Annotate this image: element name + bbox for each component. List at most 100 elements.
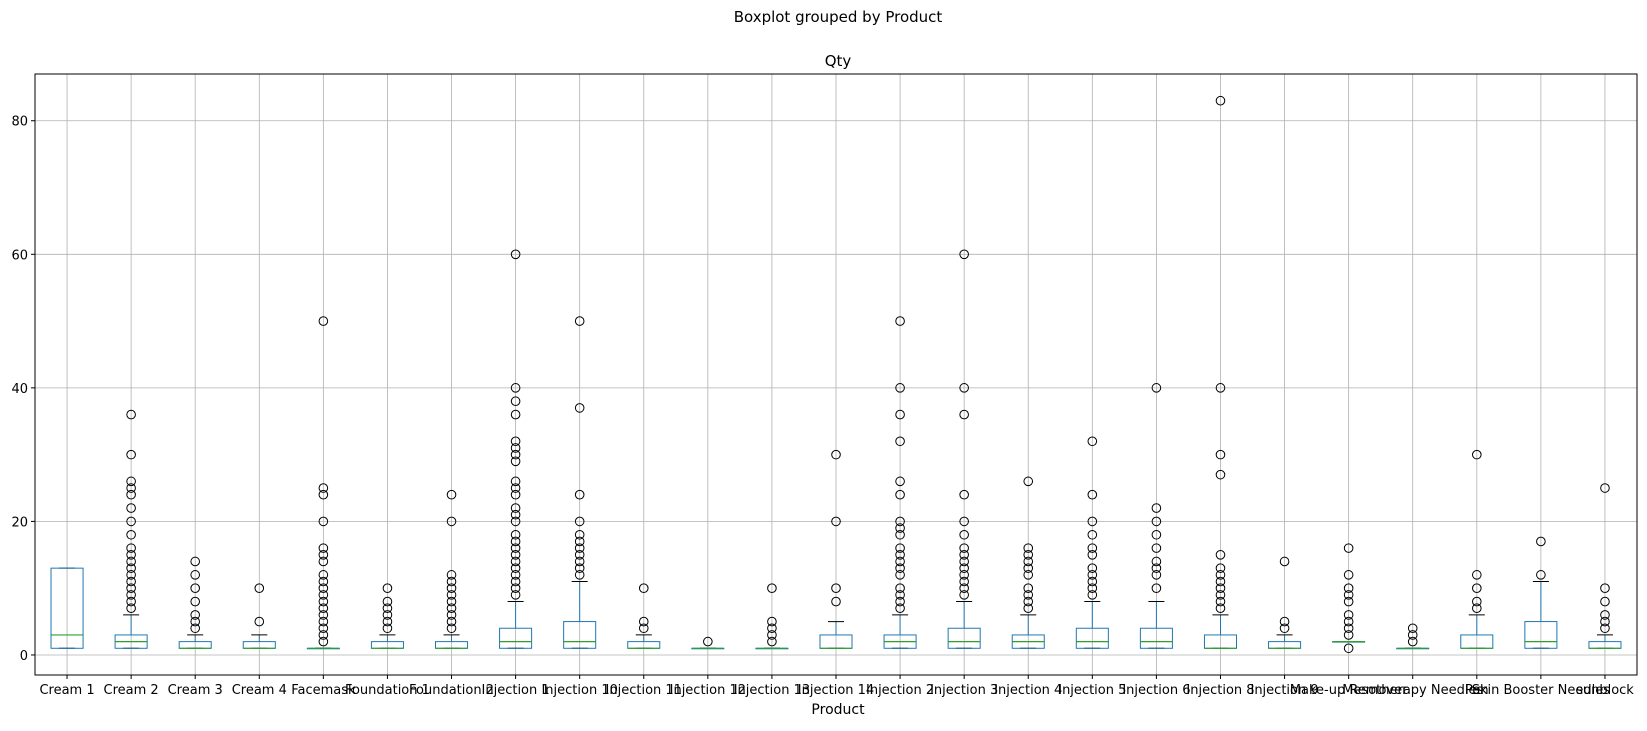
outlier-point: [1087, 576, 1098, 587]
box-group: [114, 614, 148, 649]
outlier-point: [446, 576, 457, 587]
outlier-point: [254, 583, 265, 593]
outlier-point: [767, 583, 777, 593]
outlier-point: [1215, 95, 1226, 106]
outlier-point: [1151, 556, 1162, 567]
box-group: [1139, 601, 1173, 649]
x-tick-label: Injection 6: [1122, 683, 1190, 698]
outlier-point: [1151, 563, 1162, 573]
outlier-point: [382, 583, 393, 593]
outlier-point: [318, 483, 329, 493]
outlier-point: [574, 550, 585, 560]
outlier-point: [318, 596, 329, 607]
x-tick-label: Injection 10: [541, 683, 617, 698]
box-group: [50, 567, 84, 649]
outlier-point: [1215, 469, 1226, 480]
outlier-point: [959, 489, 969, 500]
grid-lines: [35, 74, 1637, 675]
outlier-point: [1600, 616, 1610, 627]
box-group: [819, 621, 853, 649]
box-group: [1203, 614, 1237, 649]
outlier-point: [574, 489, 585, 500]
outlier-point: [510, 529, 521, 540]
outlier-point: [1023, 570, 1034, 580]
outlier-point: [831, 596, 841, 607]
outlier-point: [1536, 570, 1546, 580]
outlier-point: [446, 603, 457, 614]
outlier-point: [1600, 583, 1610, 593]
outlier-point: [510, 483, 521, 493]
outlier-point: [1215, 583, 1226, 593]
outlier-point: [895, 523, 905, 533]
outlier-point: [1215, 590, 1226, 600]
outlier-point: [126, 583, 136, 593]
outlier-point: [446, 610, 457, 620]
outlier-point: [510, 456, 521, 467]
box-iqr: [1075, 627, 1109, 649]
outlier-point: [574, 570, 585, 580]
outlier-point: [959, 409, 969, 420]
outlier-point: [1343, 643, 1354, 654]
outlier-point: [574, 403, 585, 413]
box-group: [883, 614, 917, 649]
outlier-point: [318, 576, 329, 587]
outlier-point: [318, 543, 329, 553]
outlier-point: [510, 536, 521, 547]
outlier-point: [1087, 570, 1098, 580]
outlier-point: [318, 516, 329, 527]
x-tick-label: Cream 2: [104, 683, 159, 698]
box-group: [563, 581, 597, 649]
outlier-point: [895, 550, 905, 560]
x-tick-label: sunblock: [1576, 683, 1634, 698]
outlier-point: [510, 563, 521, 573]
outlier-point: [1600, 483, 1610, 493]
outlier-point: [831, 449, 841, 460]
outlier-point: [1407, 630, 1418, 640]
outlier-point: [382, 616, 393, 627]
x-tick-label: Injection 1: [482, 683, 550, 698]
outlier-point: [1023, 590, 1034, 600]
outlier-point: [831, 583, 841, 593]
outlier-point: [126, 590, 136, 600]
outlier-point: [1343, 623, 1354, 634]
outlier-point: [574, 556, 585, 567]
outlier-point: [959, 563, 969, 573]
box-group: [242, 634, 276, 649]
outlier-point: [510, 516, 521, 527]
outlier-point: [1151, 570, 1162, 580]
outlier-point: [318, 583, 329, 593]
outlier-point: [895, 590, 905, 600]
box-group: [755, 647, 789, 650]
outlier-point: [767, 636, 777, 647]
outlier-point: [318, 623, 329, 634]
x-tick-label: Pen: [1465, 683, 1489, 698]
outlier-point: [1087, 489, 1098, 500]
x-tick-label: Make-up Remover: [1290, 683, 1408, 698]
box-group: [178, 634, 212, 649]
outlier-point: [895, 489, 905, 500]
box-group: [947, 601, 981, 649]
outlier-point: [1023, 563, 1034, 573]
outlier-point: [959, 590, 969, 600]
x-axis-label: Product: [811, 702, 865, 718]
outlier-point: [1343, 590, 1354, 600]
outlier-point: [1279, 623, 1290, 634]
outlier-point: [1215, 550, 1226, 560]
outlier-point: [382, 603, 393, 614]
box-group: [1011, 614, 1045, 649]
box-iqr: [947, 627, 981, 649]
y-tick-label: 20: [11, 515, 28, 530]
box-group: [1396, 647, 1430, 650]
outlier-point: [959, 529, 969, 540]
outlier-point: [1215, 570, 1226, 580]
outlier-point: [190, 596, 200, 607]
outlier-point: [1279, 616, 1290, 627]
outlier-point: [1472, 583, 1482, 593]
outlier-point: [1087, 590, 1098, 600]
x-tick-label: Injection 4: [994, 683, 1062, 698]
outlier-point: [1023, 596, 1034, 607]
outlier-point: [895, 603, 905, 614]
outlier-point: [318, 616, 329, 627]
outlier-point: [767, 623, 777, 634]
